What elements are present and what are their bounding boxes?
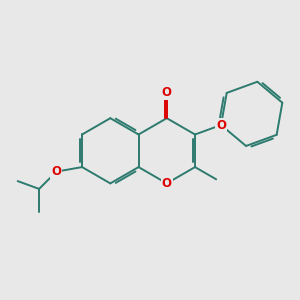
Text: O: O — [162, 177, 172, 190]
Text: O: O — [51, 165, 62, 178]
Text: O: O — [216, 118, 226, 131]
Text: O: O — [162, 85, 172, 99]
